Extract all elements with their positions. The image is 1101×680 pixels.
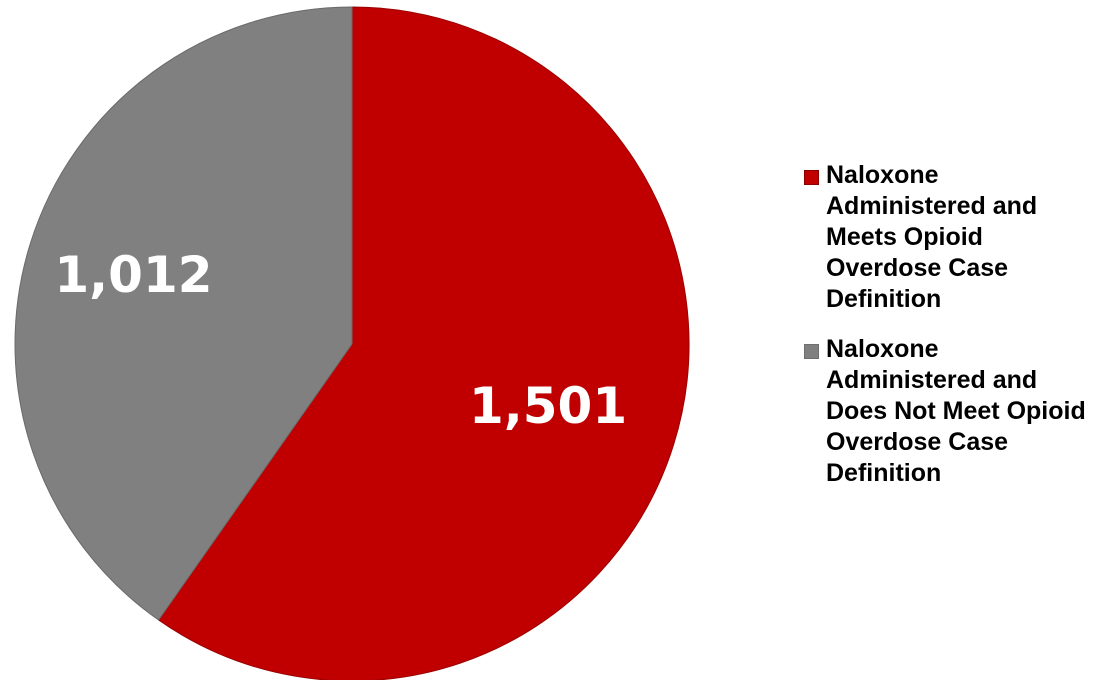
legend: Naloxone Administered and Meets Opioid O…	[804, 160, 1101, 508]
slice-value-label-does-not-meet: 1,012	[54, 246, 212, 304]
legend-item-meets-definition: Naloxone Administered and Meets Opioid O…	[804, 160, 1101, 315]
pie-slice-does-not-meet	[14, 6, 353, 621]
legend-swatch-meets-definition	[804, 170, 819, 185]
pie-slice-meets-definition	[157, 6, 690, 680]
legend-label-meets-definition: Naloxone Administered and Meets Opioid O…	[826, 161, 1038, 313]
pie-chart: 1,501 1,012	[14, 6, 690, 680]
legend-swatch-does-not-meet	[804, 344, 819, 359]
legend-item-does-not-meet: Naloxone Administered and Does Not Meet …	[804, 334, 1101, 489]
slice-value-label-meets-definition: 1,501	[469, 377, 627, 435]
legend-label-does-not-meet: Naloxone Administered and Does Not Meet …	[826, 335, 1086, 487]
